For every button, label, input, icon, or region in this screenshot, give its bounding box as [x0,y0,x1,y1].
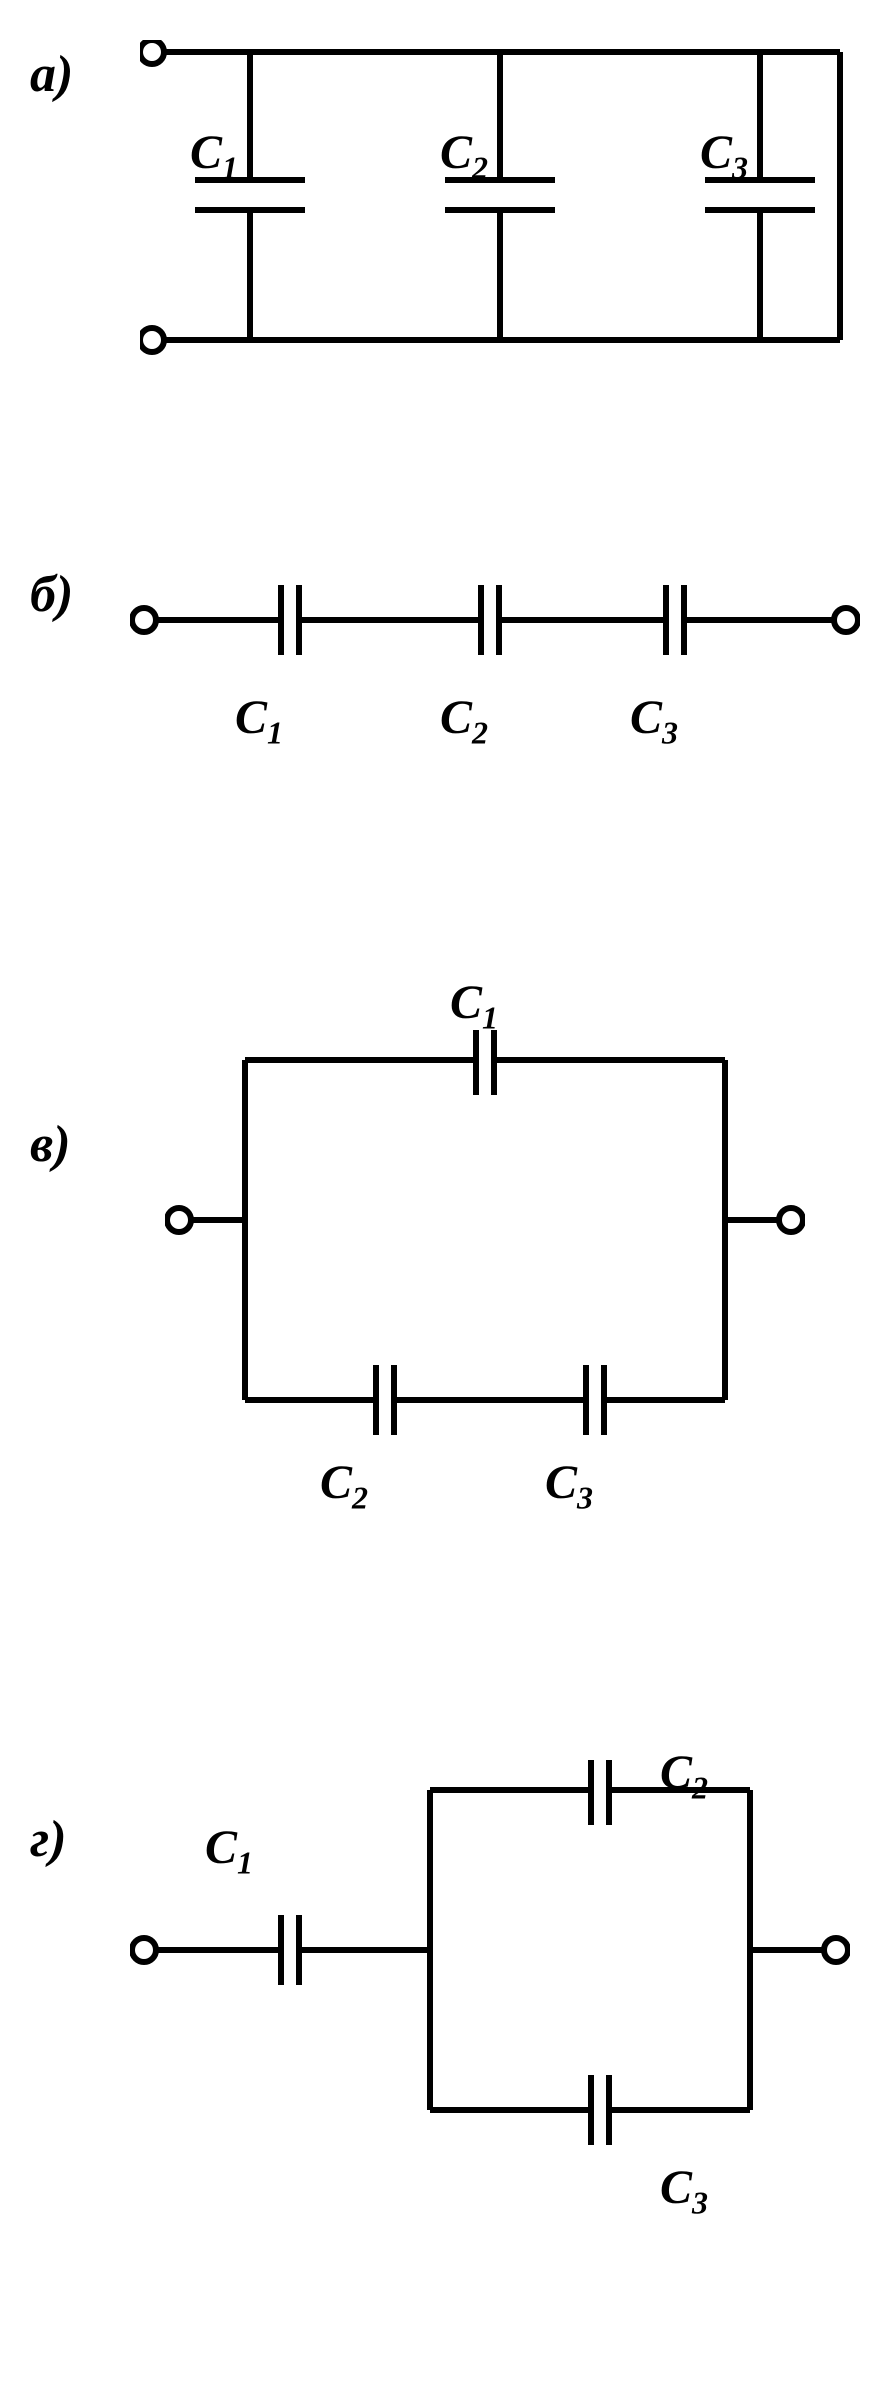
cap-g-c3: C3 [660,2160,708,2222]
label-v: в) [30,1115,71,1174]
cap-a-c3: C3 [700,125,748,187]
cap-a-c2: C2 [440,125,488,187]
cap-v-c3: C3 [545,1455,593,1517]
page: а) C1 C2 C [0,0,892,2384]
label-b: б) [30,565,73,624]
circuit-b [130,580,860,660]
cap-a-c1: C1 [190,125,238,187]
circuit-v-fix [165,1030,805,1450]
label-g: г) [30,1810,67,1869]
cap-g-c1: C1 [205,1820,253,1882]
cap-v-c1: C1 [450,975,498,1037]
circuit-a [140,40,860,370]
cap-b-c1: C1 [235,690,283,752]
cap-b-c2: C2 [440,690,488,752]
cap-g-c2: C2 [660,1745,708,1807]
cap-v-c2: C2 [320,1455,368,1517]
label-a: а) [30,45,73,104]
cap-b-c3: C3 [630,690,678,752]
